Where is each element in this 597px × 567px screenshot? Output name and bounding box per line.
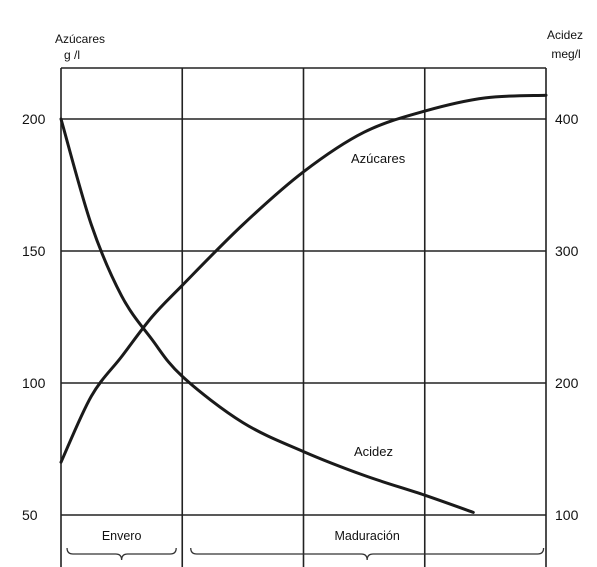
series-line-azucares (59, 93, 548, 464)
right-axis-ticks: 400 300 200 100 (555, 111, 579, 523)
left-axis-title-line2: g /l (64, 48, 80, 62)
bracket-envero (66, 547, 177, 561)
right-axis-title-line1: Acidez (547, 28, 583, 42)
right-tick-label: 300 (555, 243, 579, 259)
right-axis-title-line2: meg/l (551, 47, 580, 61)
right-tick-label: 100 (555, 507, 579, 523)
series-label-azucares: Azúcares (351, 151, 406, 166)
left-tick-label: 50 (22, 507, 38, 523)
left-axis-ticks: 200 150 100 50 (22, 111, 46, 523)
right-tick-label: 400 (555, 111, 579, 127)
bracket-maduracion (190, 547, 545, 561)
phase-label-envero: Envero (102, 529, 142, 543)
right-tick-label: 200 (555, 375, 579, 391)
left-tick-label: 200 (22, 111, 46, 127)
series-line-acidez (59, 117, 475, 514)
left-axis-title-line1: Azúcares (55, 32, 105, 46)
left-tick-label: 100 (22, 375, 46, 391)
grid (60, 67, 547, 567)
phase-label-maduracion: Maduración (334, 529, 399, 543)
phase-brackets: Envero Maduración (66, 529, 545, 561)
left-tick-label: 150 (22, 243, 46, 259)
series-label-acidez: Acidez (354, 444, 393, 459)
curves (59, 93, 548, 514)
